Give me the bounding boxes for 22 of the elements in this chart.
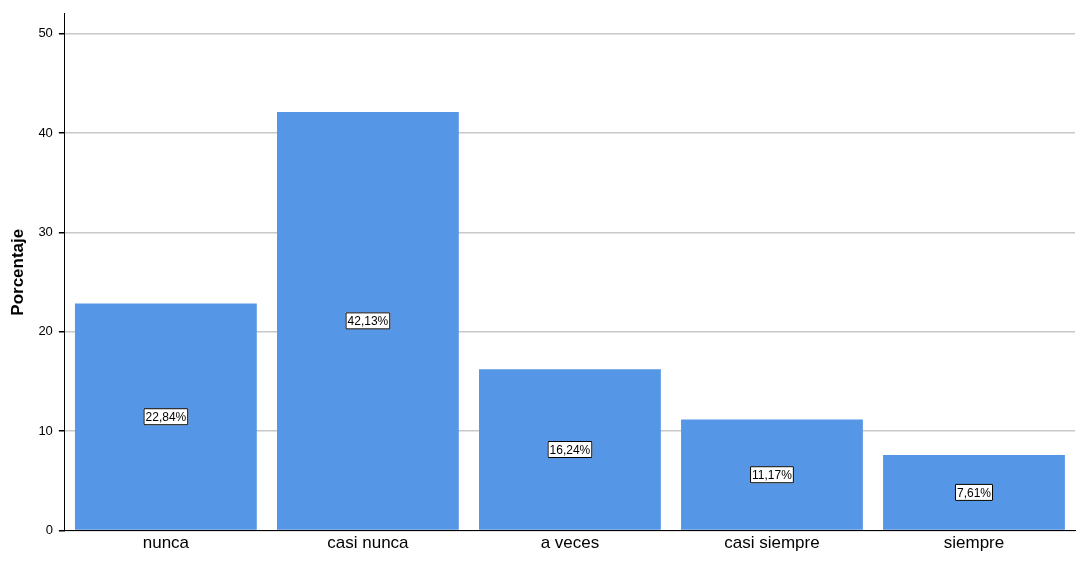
x-tick-label: siempre: [943, 533, 1005, 553]
data-label: 22,84%: [145, 410, 187, 425]
y-tick-label: 40: [38, 124, 53, 140]
data-label: 11,17%: [752, 468, 793, 483]
x-tick-label: casi nunca: [327, 533, 410, 553]
y-tick-label: 50: [38, 25, 53, 41]
x-tick-label: nunca: [142, 533, 190, 553]
x-tick-label: a veces: [540, 533, 600, 553]
data-label: 42,13%: [347, 314, 389, 329]
data-label: 16,24%: [549, 442, 591, 457]
y-tick-label: 0: [45, 522, 53, 538]
y-tick-label: 20: [38, 323, 53, 339]
bar: [276, 111, 459, 530]
y-tick-label: 10: [38, 422, 53, 438]
bar: [681, 419, 863, 530]
bar: [74, 303, 257, 530]
bar: [479, 369, 661, 530]
x-tick-label: casi siempre: [724, 533, 820, 553]
y-tick-label: 30: [38, 224, 53, 240]
data-label: 7,61%: [956, 485, 992, 500]
bar: [883, 454, 1065, 530]
y-axis-title: Porcentaje: [7, 228, 27, 316]
